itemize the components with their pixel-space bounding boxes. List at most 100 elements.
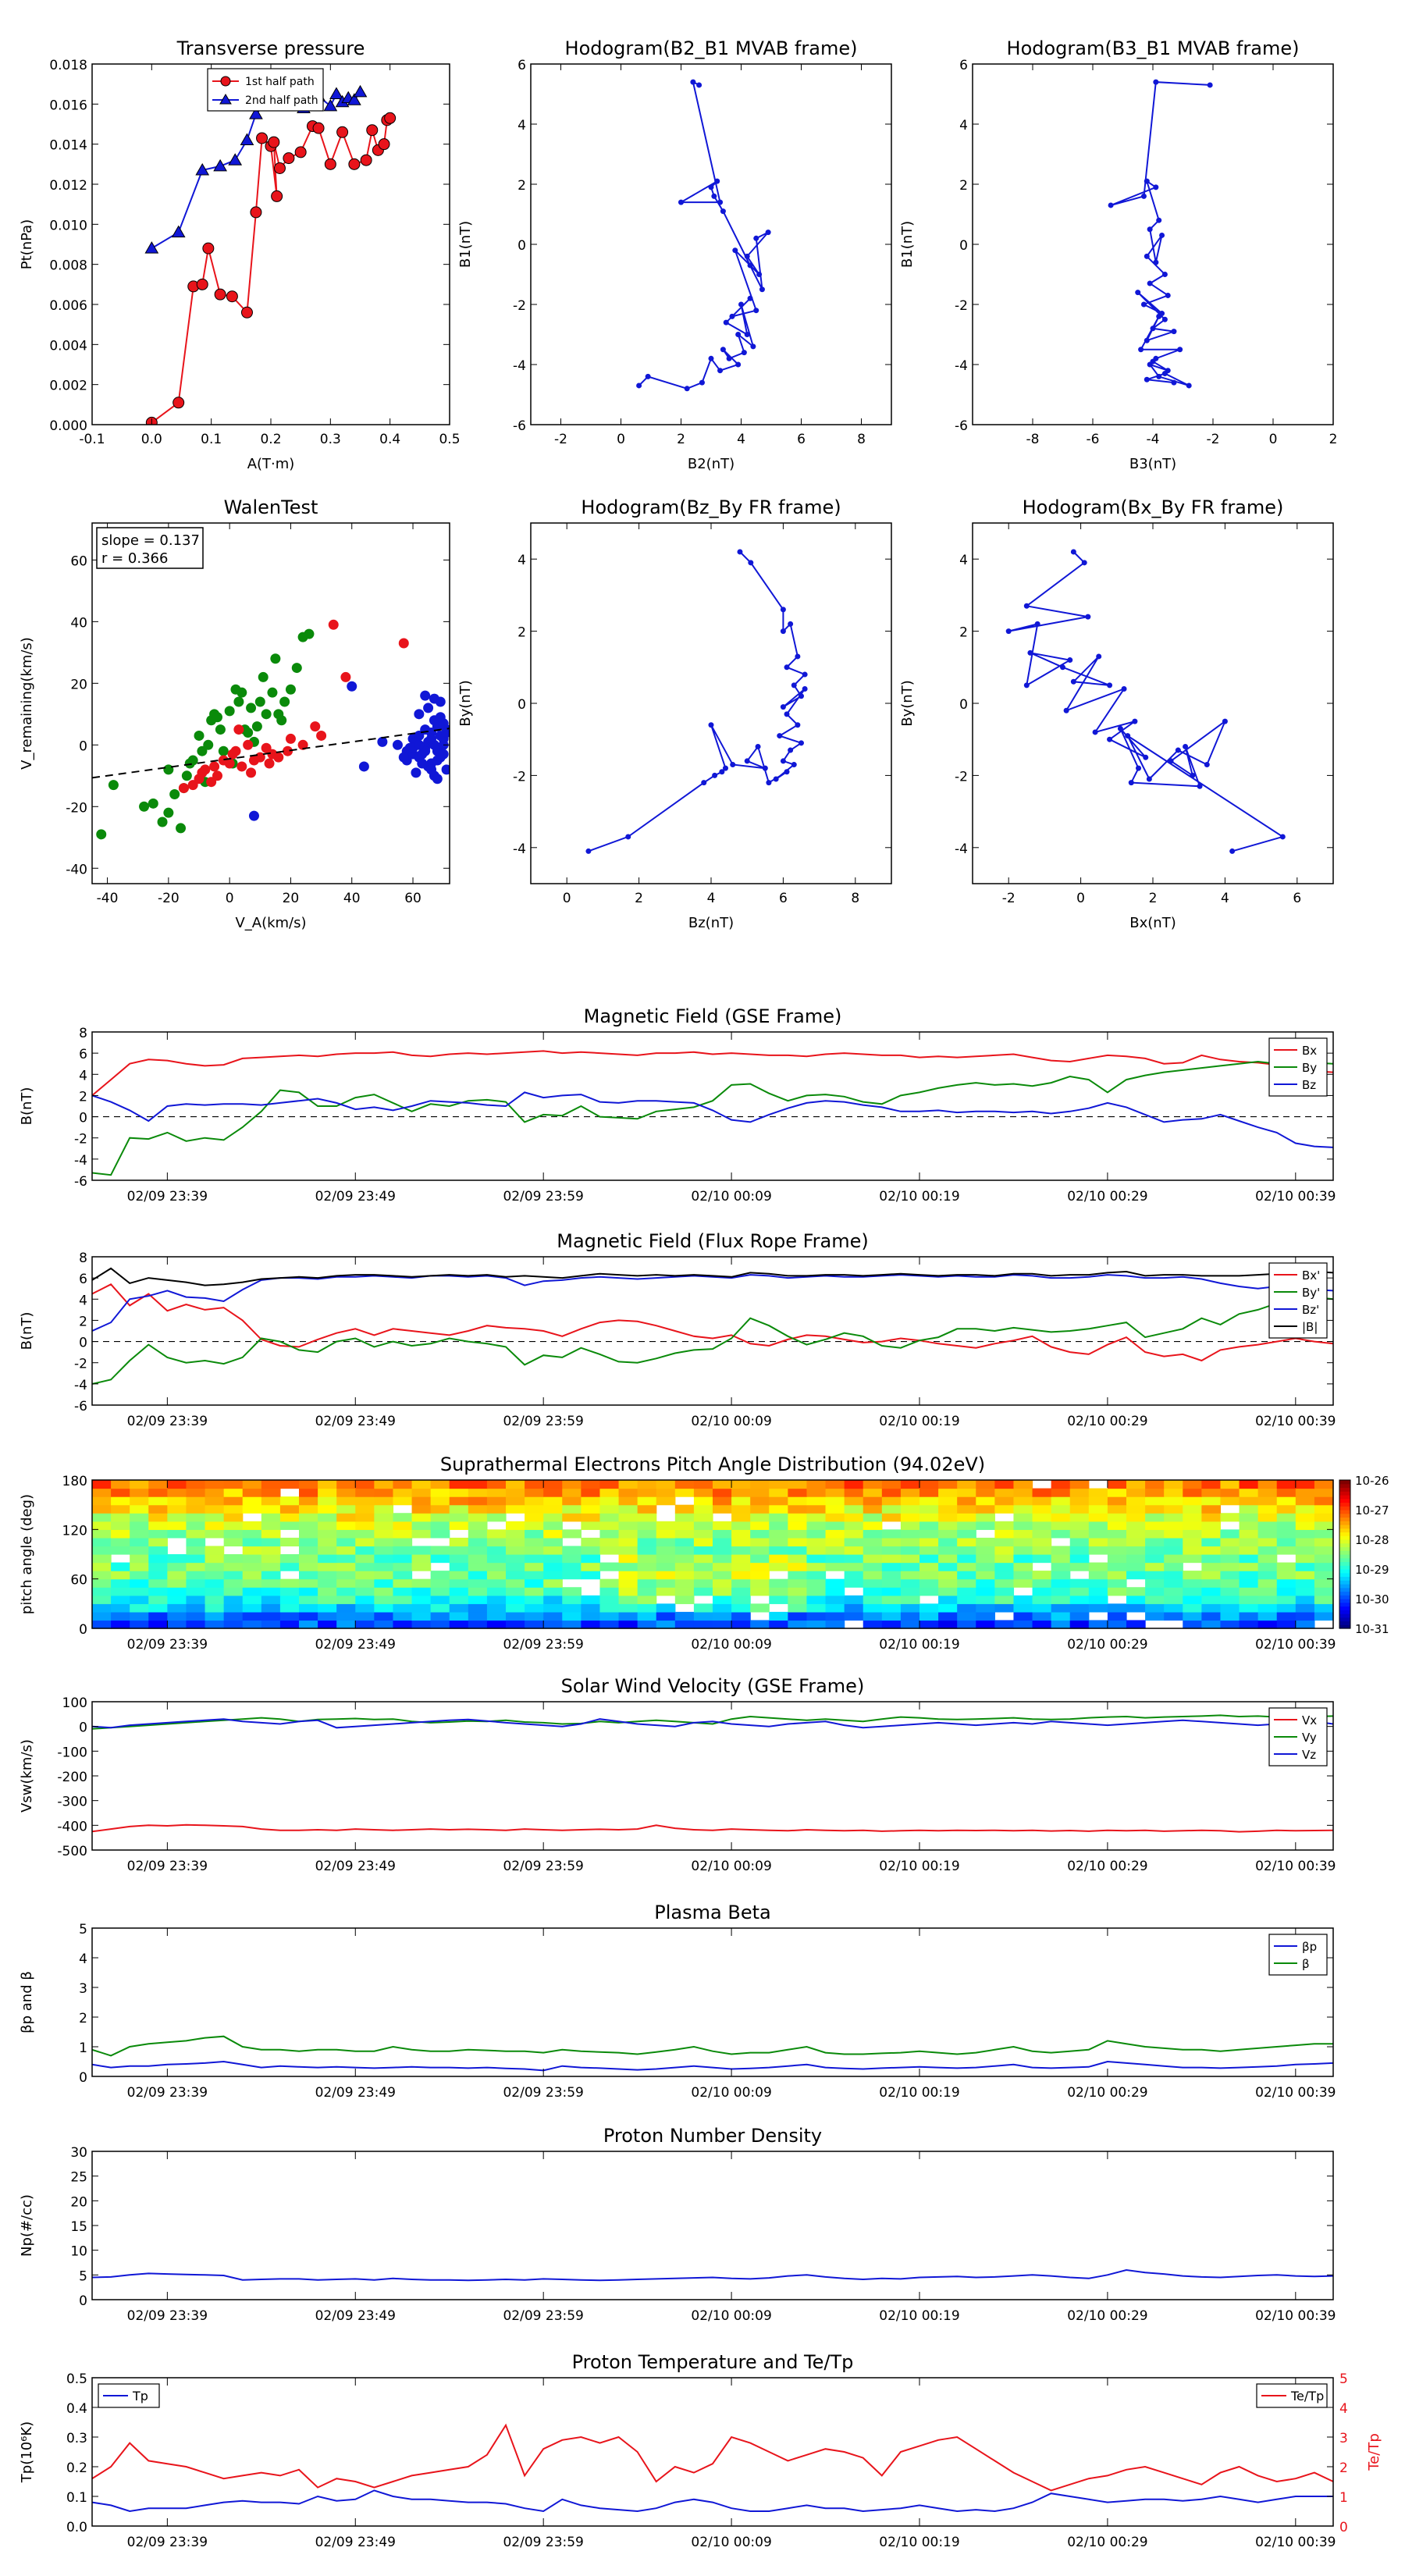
walen-point	[297, 739, 308, 750]
walen-point	[267, 687, 278, 698]
pad-cell	[299, 1488, 318, 1497]
pad-cell	[713, 1480, 732, 1489]
h2-ytick-label: -6	[955, 418, 968, 434]
tp-point	[283, 152, 295, 165]
tp-point	[378, 138, 390, 151]
pad-cell	[336, 1562, 356, 1571]
walen-point	[270, 653, 281, 664]
pad-cell	[825, 1537, 845, 1547]
h3-point	[791, 682, 797, 688]
pad-cell	[506, 1504, 525, 1514]
pad-cell	[731, 1504, 751, 1514]
pad-cell	[1013, 1620, 1033, 1629]
bgse-xtick-label: 02/10 00:29	[1067, 1189, 1147, 1204]
pad-cell	[299, 1546, 318, 1555]
pad-cell	[1013, 1595, 1033, 1604]
pad-cell	[1257, 1504, 1278, 1514]
pad-cell	[223, 1488, 244, 1497]
tp-point	[226, 290, 238, 303]
pad-cell	[279, 1521, 300, 1530]
pad-cell	[788, 1537, 808, 1547]
pad-cell	[788, 1504, 808, 1514]
pad-cell	[543, 1521, 563, 1530]
pad-cell	[1126, 1603, 1146, 1613]
walen-point	[197, 745, 208, 756]
pad-cell	[1183, 1521, 1202, 1530]
h4-point	[1183, 743, 1189, 749]
pad-cell	[1239, 1513, 1259, 1522]
pad-cell	[976, 1587, 995, 1596]
pad-cell	[1164, 1578, 1183, 1588]
pad-cell	[525, 1529, 544, 1539]
h3-point	[766, 780, 772, 786]
pad-cell	[637, 1496, 657, 1506]
bgse-series-line	[92, 1050, 1333, 1097]
pad-cell	[261, 1562, 281, 1571]
pad-cell	[900, 1595, 920, 1604]
pad-cell	[1183, 1504, 1202, 1514]
pad-cell	[674, 1562, 695, 1571]
h3-point	[788, 621, 794, 627]
pad-cell	[1239, 1562, 1259, 1571]
pad-cell	[1314, 1595, 1334, 1604]
pad-cell	[1276, 1496, 1297, 1506]
pad-cell	[411, 1603, 432, 1613]
temp-legend-label: Tp	[132, 2389, 148, 2403]
pad-cell	[261, 1521, 281, 1530]
pad-cell	[1069, 1488, 1090, 1497]
pad-cell	[599, 1587, 620, 1596]
h3-xtick-label: 6	[779, 891, 788, 906]
walen-point	[233, 724, 244, 735]
vsw-xtick-label: 02/10 00:29	[1067, 1859, 1147, 1874]
pad-cell	[318, 1537, 337, 1547]
h2-xtick-label: 0	[1269, 432, 1278, 447]
pad-cell	[279, 1537, 300, 1547]
pad-cell	[637, 1521, 657, 1530]
h4-xlabel: Bx(nT)	[1129, 915, 1176, 931]
pad-cell	[674, 1513, 695, 1522]
beta-xtick-label: 02/09 23:59	[503, 2085, 583, 2101]
bgse-xtick-label: 02/09 23:49	[315, 1189, 396, 1204]
pad-cell	[393, 1562, 413, 1571]
h1-title: Hodogram(B2_B1 MVAB frame)	[565, 37, 858, 59]
h2-xlabel: B3(nT)	[1129, 456, 1176, 472]
h2-point	[1186, 382, 1192, 389]
walen-point	[227, 749, 238, 760]
pad-cell	[938, 1595, 958, 1604]
pad-cell	[486, 1529, 507, 1539]
bgse-ytick-label: -4	[74, 1153, 87, 1169]
bfr-ytick-label: 6	[79, 1272, 87, 1287]
pad-cell	[1295, 1513, 1315, 1522]
pad-colorbar-segment	[1339, 1587, 1350, 1592]
h4-point	[1092, 729, 1098, 735]
h2-xtick-label: 2	[1329, 432, 1338, 447]
pad-cell	[863, 1571, 883, 1580]
pad-cell	[486, 1562, 507, 1571]
pad-cell	[1145, 1571, 1165, 1580]
pad-cell	[957, 1513, 976, 1522]
pad-cell	[562, 1595, 582, 1604]
pad-cell	[1051, 1521, 1071, 1530]
pad-cell	[919, 1620, 939, 1629]
pad-cell	[938, 1578, 958, 1588]
tp-point	[173, 397, 185, 409]
h2-point	[1165, 292, 1171, 298]
h4-point	[1117, 725, 1123, 731]
pad-cell	[111, 1480, 130, 1489]
pad-cell	[825, 1496, 845, 1506]
pad-cell	[1145, 1480, 1165, 1489]
bgse-chart: Magnetic Field (GSE Frame)02/09 23:39 02/…	[19, 1005, 1336, 1204]
pad-cell	[1183, 1496, 1202, 1506]
pad-cell	[506, 1496, 525, 1506]
pad-cell	[900, 1571, 920, 1580]
h2-ytick-label: -4	[955, 358, 968, 374]
pad-cell	[1088, 1537, 1108, 1547]
h2-title: Hodogram(B3_B1 MVAB frame)	[1007, 37, 1300, 59]
tp-ytick-label: 0.012	[49, 178, 87, 194]
pad-cell	[1276, 1578, 1297, 1588]
walen-point	[187, 780, 198, 791]
pad-cell	[1069, 1562, 1090, 1571]
pad-cell	[506, 1595, 525, 1604]
pad-cell	[769, 1480, 788, 1489]
pad-cell	[750, 1554, 770, 1564]
